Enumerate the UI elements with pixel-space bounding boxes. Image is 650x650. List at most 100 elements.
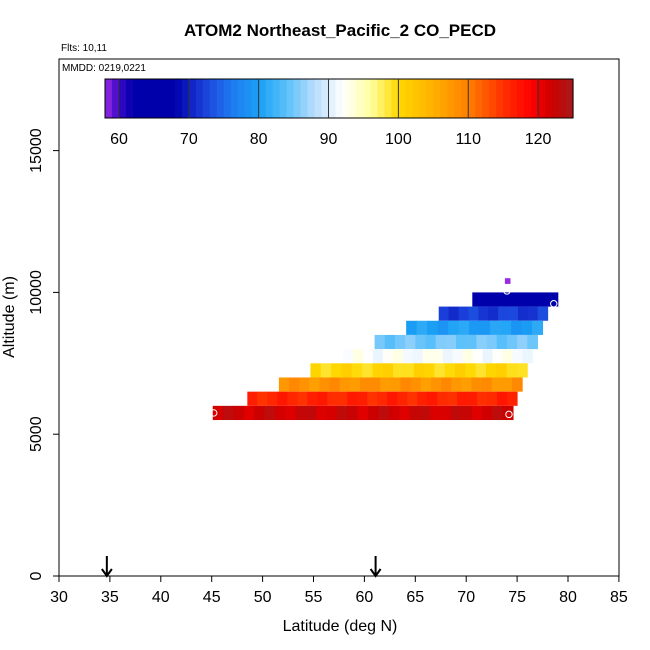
colorbar-tick-label: 70 <box>180 131 198 148</box>
colorbar-swatch <box>160 79 169 118</box>
colorbar-swatch <box>111 79 120 118</box>
data-cell <box>532 320 544 335</box>
data-cell <box>327 391 338 406</box>
data-cell <box>457 391 468 406</box>
data-cell <box>451 377 462 392</box>
data-marker <box>550 300 558 308</box>
colorbar-swatch <box>279 79 288 118</box>
colorbar-swatch <box>468 79 476 118</box>
data-cell <box>437 391 448 406</box>
data-cell <box>331 363 342 378</box>
data-cell <box>506 334 518 350</box>
data-cell <box>517 334 528 350</box>
data-cell <box>277 391 288 406</box>
data-cell <box>367 391 378 406</box>
x-tick-label: 60 <box>356 589 374 606</box>
colorbar-swatch <box>209 79 218 118</box>
data-cell <box>384 334 396 350</box>
data-cell <box>362 363 373 378</box>
data-cell <box>316 405 328 421</box>
data-cell <box>492 405 504 421</box>
colorbar-swatch <box>105 79 113 118</box>
data-cell <box>496 334 508 350</box>
data-cell <box>370 377 381 392</box>
data-cell <box>417 391 428 406</box>
data-cell <box>257 391 268 406</box>
data-cell <box>527 334 538 350</box>
data-cell <box>430 377 442 392</box>
colorbar-tick-label: 100 <box>385 131 412 148</box>
data-cell <box>448 306 460 321</box>
x-axis: 30 35 40 45 50 55 60 65 70 75 80 85 <box>50 576 628 606</box>
data-cell <box>516 363 528 378</box>
data-cell <box>380 377 391 392</box>
data-cell <box>372 349 384 364</box>
y-tick-label: 10000 <box>28 270 45 315</box>
data-cell <box>496 363 508 378</box>
colorbar-swatch <box>139 79 148 118</box>
data-cell <box>461 405 473 421</box>
colorbar-swatch <box>510 79 518 118</box>
data-cell <box>427 391 438 406</box>
data-cell <box>424 363 435 378</box>
data-cell <box>415 334 426 350</box>
data-cell <box>223 405 234 421</box>
data-cell <box>442 349 454 364</box>
data-cell <box>352 349 364 364</box>
data-cell <box>478 306 489 321</box>
data-cell <box>420 377 432 392</box>
data-cell <box>368 405 379 421</box>
colorbar-swatch <box>286 79 295 118</box>
chart-title: ATOM2 Northeast_Pacific_2 CO_PECD <box>184 21 496 40</box>
data-cells <box>212 278 559 421</box>
data-cell <box>297 391 308 406</box>
data-cell <box>501 377 513 392</box>
colorbar-swatch <box>531 79 539 118</box>
data-cell <box>326 405 338 421</box>
data-cell <box>425 334 437 350</box>
data-cell <box>432 349 444 364</box>
data-cell <box>374 334 386 350</box>
data-cell <box>488 306 499 321</box>
data-cell <box>307 391 318 406</box>
colorbar-swatch <box>384 79 392 118</box>
colorbar-swatch <box>244 79 253 118</box>
data-cell <box>405 334 416 350</box>
data-cell <box>372 363 384 378</box>
data-cell <box>310 363 322 378</box>
data-cell <box>407 391 418 406</box>
data-cell <box>410 377 422 392</box>
x-axis-label: Latitude (deg N) <box>283 618 398 635</box>
data-cell <box>274 405 286 421</box>
colorbar-swatch <box>545 79 553 118</box>
data-cell <box>477 391 488 406</box>
data-cell <box>536 292 548 307</box>
colorbar-swatch <box>300 79 309 118</box>
data-cell <box>472 292 484 307</box>
colorbar-swatch <box>419 79 427 118</box>
colorbar-swatch <box>153 79 162 118</box>
y-tick-label: 15000 <box>28 128 45 173</box>
x-tick-label: 30 <box>50 589 68 606</box>
colorbar-swatch <box>265 79 274 118</box>
x-tick-label: 85 <box>610 589 628 606</box>
colorbar: 60 70 80 90 100 110 120 <box>104 78 574 148</box>
data-cell <box>465 363 477 378</box>
data-cell <box>390 377 402 392</box>
data-cell <box>482 349 494 364</box>
colorbar-tick-label: 120 <box>525 131 552 148</box>
data-cell <box>329 377 341 392</box>
colorbar-swatch <box>503 79 511 118</box>
colorbar-swatch <box>342 79 351 118</box>
data-cell <box>430 405 442 421</box>
data-marker <box>505 410 513 419</box>
data-marker <box>210 409 218 417</box>
data-marker <box>503 287 511 295</box>
data-cell <box>512 349 523 364</box>
data-cell <box>357 391 368 406</box>
data-cell <box>434 363 446 378</box>
data-cell <box>455 363 466 378</box>
data-cell <box>299 377 310 392</box>
data-cell <box>305 405 317 421</box>
